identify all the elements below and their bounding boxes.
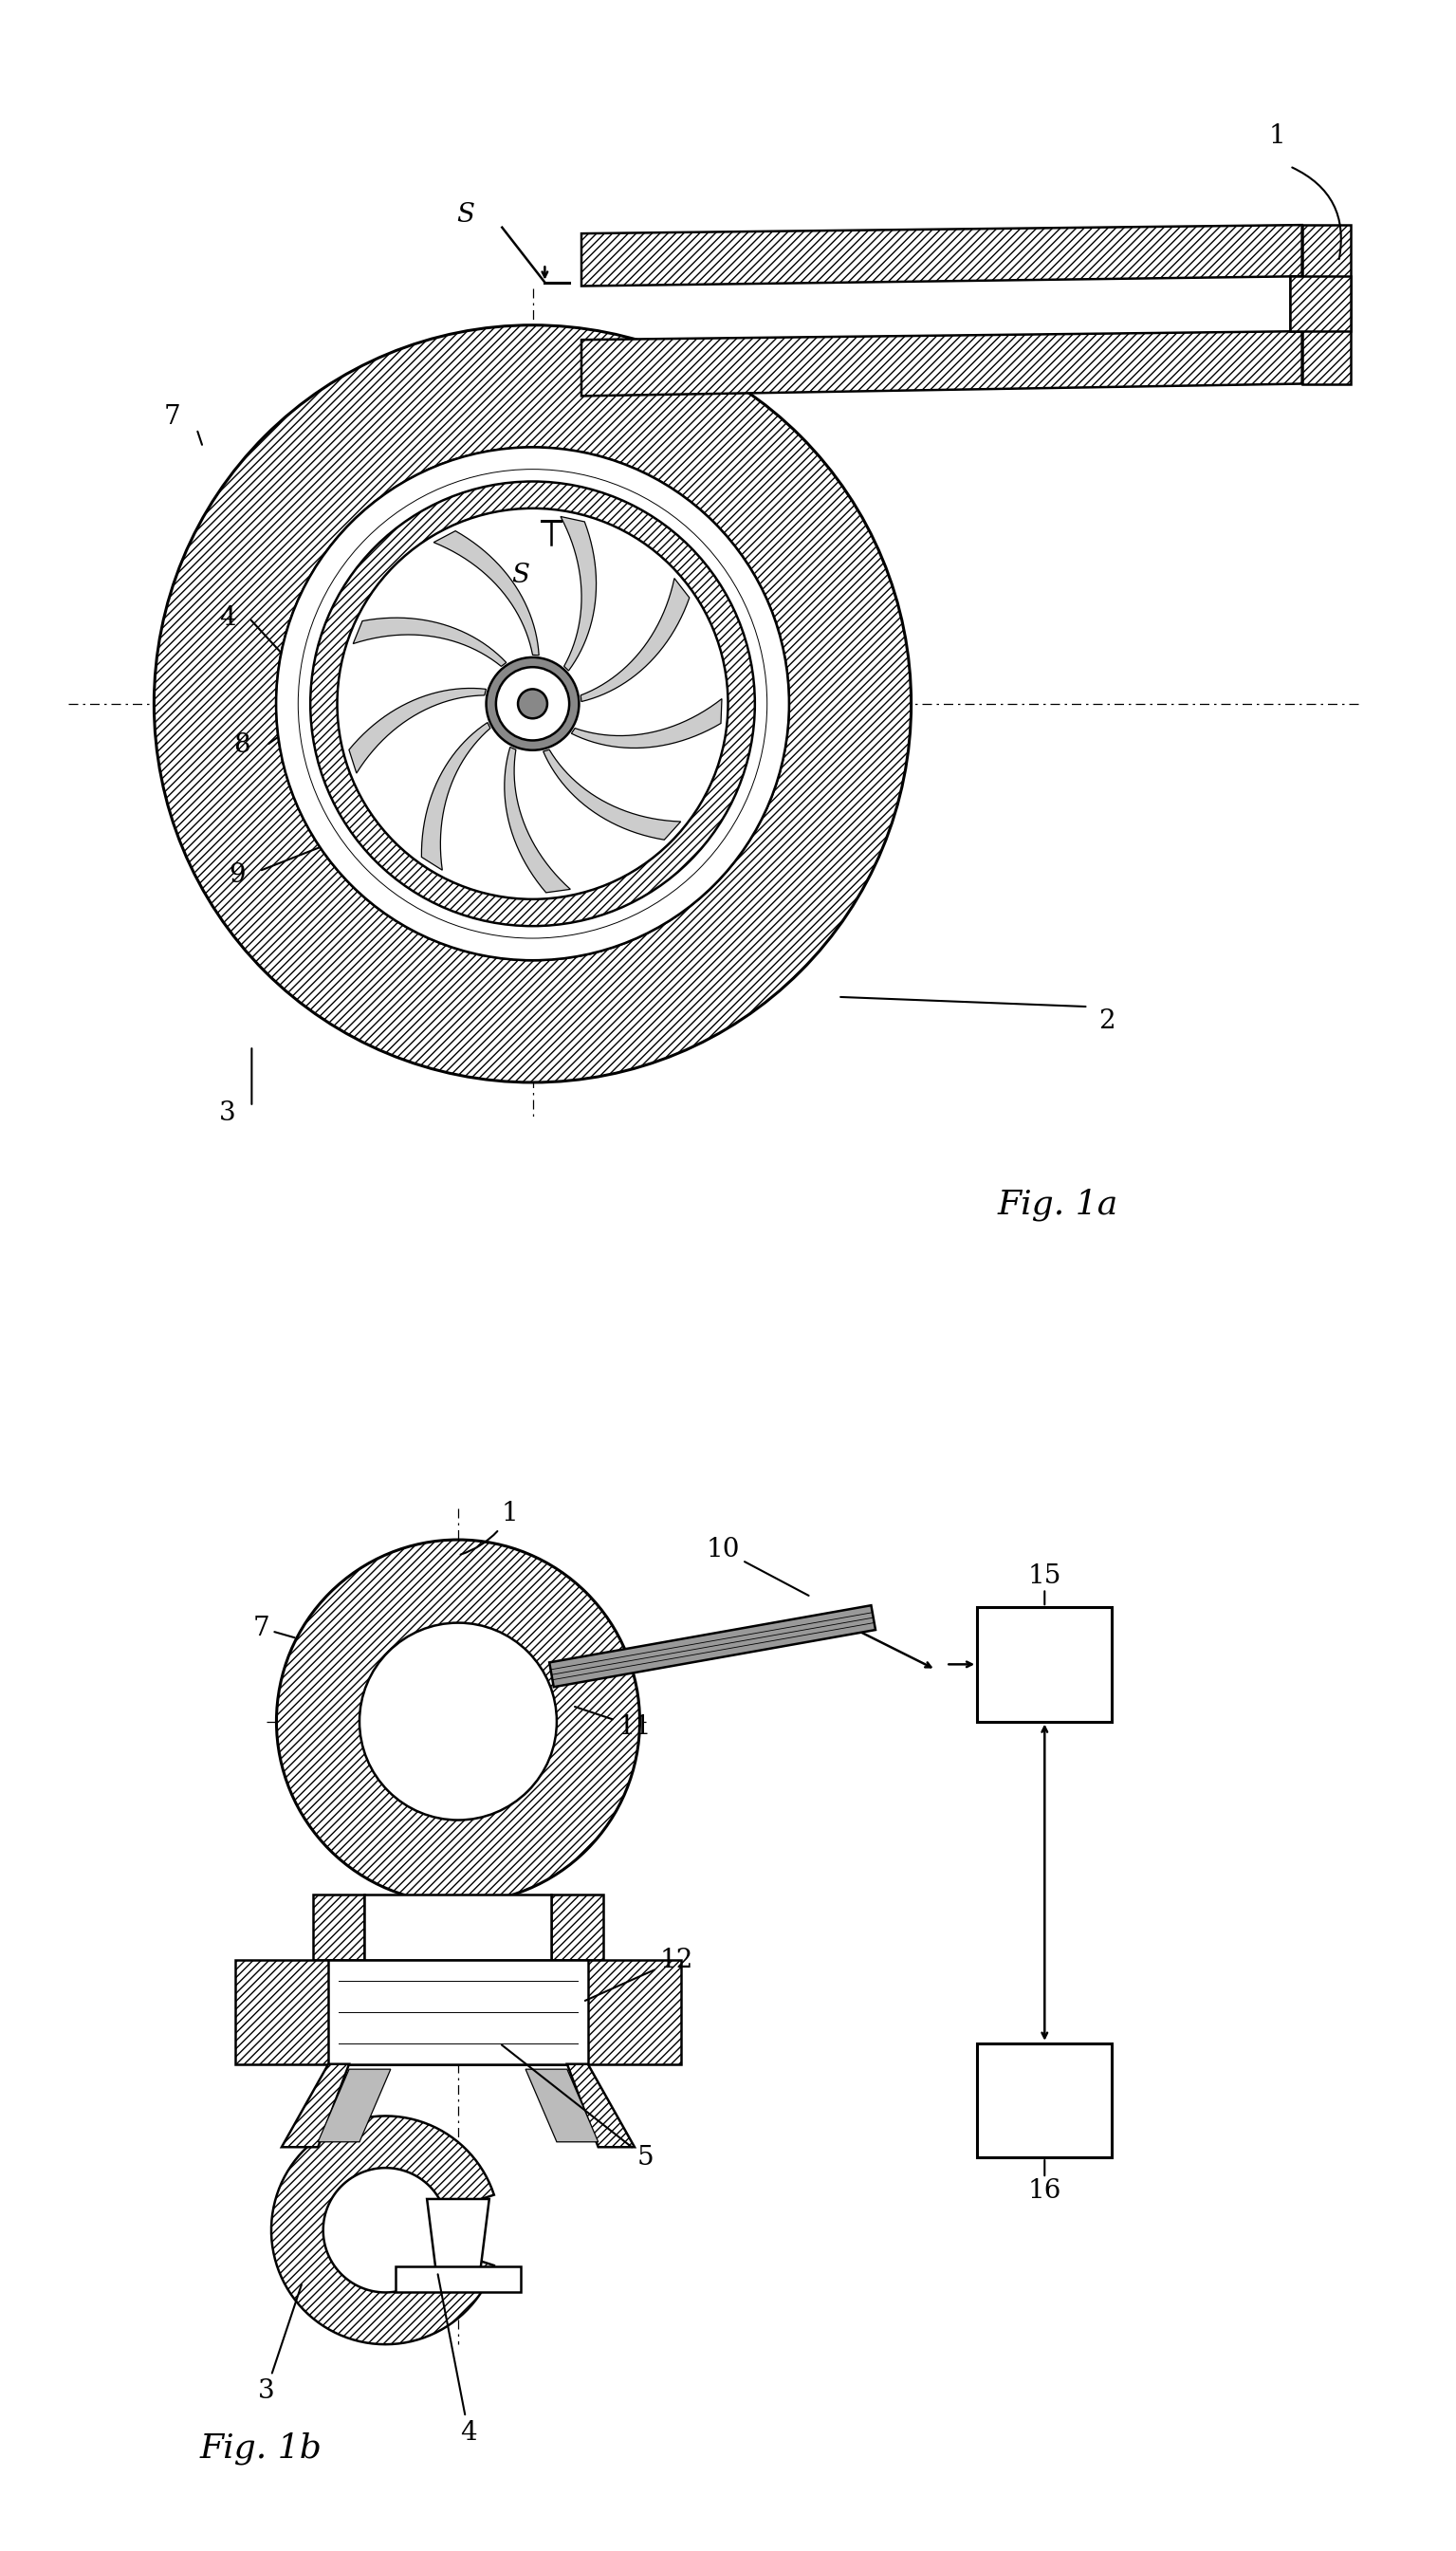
Polygon shape: [317, 2069, 390, 2143]
Circle shape: [154, 324, 911, 1082]
Text: 1: 1: [1270, 122, 1286, 148]
Polygon shape: [1290, 276, 1351, 332]
Text: 2: 2: [1098, 1008, 1115, 1033]
Text: 10: 10: [706, 1538, 808, 1594]
Polygon shape: [561, 515, 596, 671]
Polygon shape: [526, 2069, 598, 2143]
Polygon shape: [504, 747, 571, 893]
Text: 5: 5: [502, 2046, 654, 2171]
Text: 3: 3: [258, 2286, 301, 2403]
Text: 1: 1: [460, 1500, 518, 1554]
Circle shape: [277, 446, 789, 959]
Text: Fig. 1a: Fig. 1a: [997, 1189, 1118, 1222]
Polygon shape: [1302, 224, 1351, 383]
Polygon shape: [271, 2115, 494, 2344]
Polygon shape: [329, 1959, 588, 2064]
Polygon shape: [364, 1895, 552, 1959]
Circle shape: [486, 658, 579, 750]
Bar: [977, 2043, 1112, 2158]
Circle shape: [338, 508, 728, 898]
Polygon shape: [421, 722, 491, 870]
Text: S: S: [511, 564, 530, 589]
Polygon shape: [396, 2265, 520, 2293]
Circle shape: [360, 1622, 556, 1819]
Text: 4: 4: [438, 2275, 478, 2446]
Text: 12: 12: [585, 1946, 693, 2000]
Text: 3: 3: [218, 1099, 236, 1125]
Bar: [977, 1607, 1112, 1722]
Text: 16: 16: [1028, 2179, 1061, 2204]
Text: 7: 7: [165, 403, 181, 429]
Polygon shape: [581, 332, 1302, 395]
Polygon shape: [549, 1605, 875, 1686]
Polygon shape: [581, 224, 1302, 286]
Polygon shape: [349, 689, 486, 773]
Polygon shape: [434, 531, 539, 656]
Text: 7: 7: [252, 1615, 294, 1640]
Text: S: S: [456, 202, 475, 227]
Circle shape: [518, 689, 547, 719]
Text: 9: 9: [229, 862, 246, 888]
Circle shape: [310, 482, 754, 926]
Text: 4: 4: [218, 605, 236, 630]
Polygon shape: [571, 699, 722, 747]
Polygon shape: [427, 2199, 489, 2283]
Circle shape: [277, 446, 789, 959]
Text: Fig. 1b: Fig. 1b: [199, 2431, 322, 2464]
Text: 11: 11: [575, 1707, 651, 1740]
Polygon shape: [566, 2064, 635, 2148]
Polygon shape: [313, 1895, 364, 1959]
Polygon shape: [281, 2064, 349, 2148]
Polygon shape: [581, 579, 689, 702]
Circle shape: [277, 1541, 639, 1903]
Polygon shape: [1290, 276, 1302, 332]
Text: 8: 8: [233, 732, 250, 758]
Text: 15: 15: [1028, 1564, 1061, 1589]
Polygon shape: [352, 617, 507, 666]
Polygon shape: [234, 1959, 681, 2064]
Polygon shape: [543, 750, 681, 839]
Circle shape: [496, 668, 569, 740]
Polygon shape: [552, 1895, 603, 1959]
